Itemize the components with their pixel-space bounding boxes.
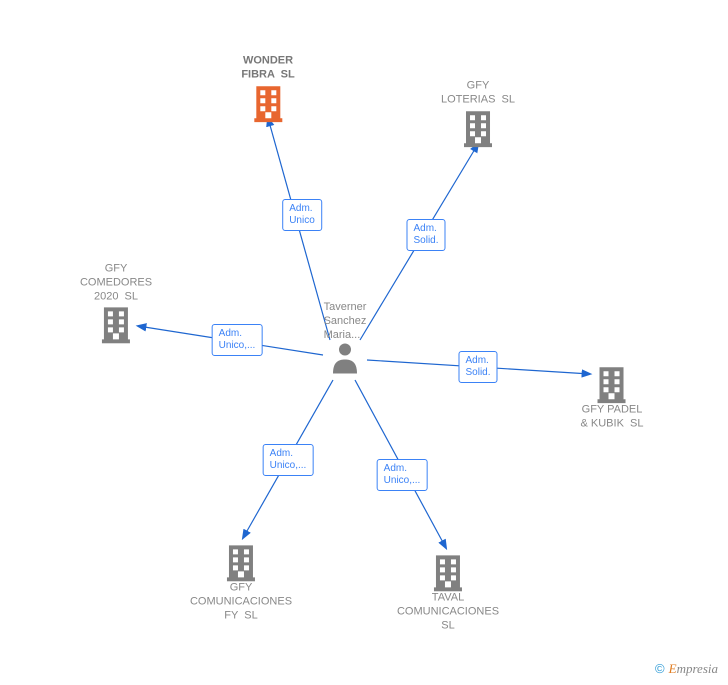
building-icon — [432, 551, 464, 591]
company-node-label: GFY COMEDORES 2020 SL — [80, 262, 152, 303]
watermark: © Empresia — [655, 661, 718, 677]
edge-label: Adm. Unico — [282, 199, 322, 231]
company-node-padel[interactable]: GFY PADEL & KUBIK SL — [581, 359, 644, 431]
watermark-rest: mpresia — [677, 661, 718, 676]
edge-label: Adm. Unico,... — [263, 444, 314, 476]
diagram-canvas: Taverner Sanchez Maria... WONDER FIBRA S… — [0, 0, 728, 685]
building-icon — [225, 541, 257, 581]
company-node-loterias[interactable]: GFY LOTERIAS SL — [441, 79, 515, 151]
company-node-comfyl[interactable]: GFY COMUNICACIONES FY SL — [190, 537, 292, 622]
building-icon — [100, 304, 132, 344]
edge-label: Adm. Solid. — [406, 219, 445, 251]
company-node-wonder[interactable]: WONDER FIBRA SL — [241, 54, 294, 126]
company-node-label: TAVAL COMUNICACIONES SL — [397, 591, 499, 632]
copyright-symbol: © — [655, 661, 665, 676]
company-node-label: GFY COMUNICACIONES FY SL — [190, 581, 292, 622]
edge-label: Adm. Unico,... — [377, 459, 428, 491]
watermark-e: E — [669, 661, 677, 676]
building-icon — [252, 82, 284, 122]
company-node-label: GFY PADEL & KUBIK SL — [581, 403, 644, 431]
company-node-label: GFY LOTERIAS SL — [441, 79, 515, 107]
building-icon — [596, 363, 628, 403]
center-node-label: Taverner Sanchez Maria... — [324, 301, 367, 342]
company-node-label: WONDER FIBRA SL — [241, 54, 294, 82]
edge-label: Adm. Solid. — [458, 351, 497, 383]
building-icon — [462, 107, 494, 147]
edge-label: Adm. Unico,... — [212, 324, 263, 356]
company-node-comedores[interactable]: GFY COMEDORES 2020 SL — [80, 262, 152, 347]
center-node-person-icon — [331, 342, 359, 379]
company-node-taval[interactable]: TAVAL COMUNICACIONES SL — [397, 547, 499, 632]
